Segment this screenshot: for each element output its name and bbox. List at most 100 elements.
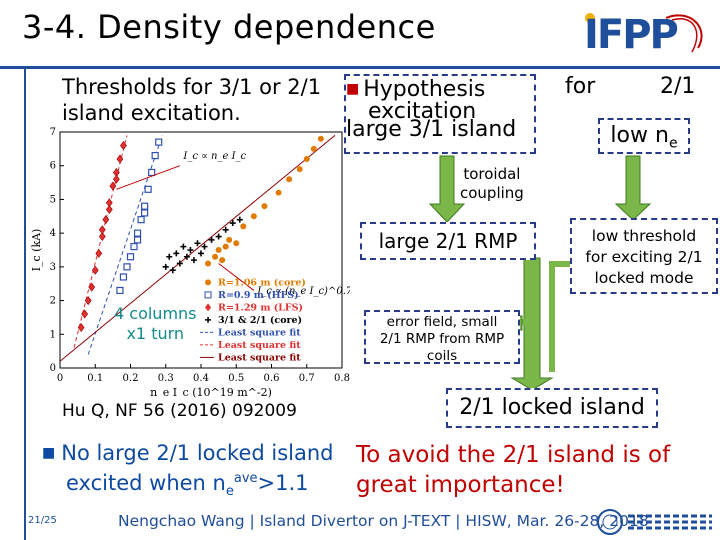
avoid-line-1: To avoid the 2/1 island is of (356, 442, 671, 468)
no-large-superscript: ave (233, 471, 258, 486)
low-threshold-line-1: low threshold (591, 227, 697, 245)
data-point (219, 257, 226, 264)
no-large-line-2-suffix: >1.1 (257, 471, 309, 495)
toroidal-line-1: toroidal (463, 165, 521, 183)
university-seal (596, 508, 716, 536)
data-point (198, 250, 204, 257)
toroidal-line-2: coupling (460, 184, 524, 202)
data-point (98, 225, 106, 235)
legend-entry: R=1.29 m (LFS) (218, 302, 303, 313)
logo-text: IFPP (584, 12, 679, 58)
data-point (194, 240, 201, 247)
x-axis-label: n_e I_c (10^19 m^-2) (150, 386, 272, 398)
data-point (95, 248, 103, 258)
y-tick-label: 2 (50, 296, 56, 307)
low-ne-text: low n (610, 123, 669, 148)
no-large-line-1: No large 2/1 locked island (61, 441, 334, 465)
data-point (98, 232, 106, 242)
data-point (148, 168, 156, 177)
data-point (77, 323, 85, 333)
y-tick-label: 0 (50, 363, 56, 374)
legend-entry: R=0.9 m (HFS) (218, 290, 299, 301)
annotation-lower-arrow (218, 263, 255, 291)
y-axis-label: I_c (kA) (30, 229, 43, 272)
reference-citation: Hu Q, NF 56 (2016) 092009 (62, 401, 297, 421)
data-point (226, 236, 233, 243)
footer-text: Nengchao Wang | Island Divertor on J-TEX… (118, 512, 649, 530)
error-line-3: coils (426, 348, 458, 364)
data-point (84, 296, 92, 306)
thresholds-line-1: Thresholds for 3/1 or 2/1 (62, 75, 322, 99)
annotation-upper: I_c ∝ n_e I_c (182, 151, 246, 162)
data-point (140, 202, 149, 210)
legend-entry: 3/1 & 2/1 (core) (218, 315, 302, 326)
data-point (91, 265, 99, 275)
thresholds-text: Thresholds for 3/1 or 2/1 island excitat… (62, 74, 342, 126)
page-number: 21/25 (28, 515, 57, 526)
avoid-line-2: great importance! (356, 472, 565, 498)
university-seal-graphic (597, 509, 712, 535)
legend-entry: Least square fit (218, 352, 301, 363)
page-title: 3-4. Density dependence (22, 8, 436, 46)
data-point (261, 203, 268, 210)
two-one-label: 2/1 (660, 74, 696, 99)
legend-marker (205, 303, 212, 312)
data-point (180, 243, 187, 250)
thresholds-line-2: island excitation. (62, 101, 241, 125)
data-point (137, 216, 145, 224)
y-tick-label: 3 (50, 262, 56, 273)
x-tick-label: 0.4 (193, 373, 209, 384)
data-point (229, 220, 236, 227)
data-point (116, 154, 124, 164)
data-point (105, 205, 113, 215)
data-point (236, 216, 243, 223)
data-point (140, 209, 149, 217)
excitation-label: excitation (368, 99, 477, 124)
large-31-island: large 3/1 island (346, 117, 517, 142)
columns-note: 4 columns x1 turn (114, 304, 197, 344)
x-tick-label: 0.1 (87, 373, 103, 384)
data-point (303, 155, 310, 162)
legend-marker (204, 291, 212, 299)
error-line-1: error field, small (386, 314, 498, 330)
ifpp-logo-graphic (582, 13, 708, 54)
avoid-island-statement: To avoid the 2/1 island is of great impo… (356, 440, 696, 500)
left-divider (24, 66, 26, 540)
low-threshold-line-3: locked mode (594, 269, 694, 287)
low-threshold-line-2: for exciting 2/1 (585, 248, 703, 266)
title-divider (0, 66, 720, 69)
data-point (166, 253, 173, 260)
columns-line-1: 4 columns (114, 304, 197, 323)
data-point (109, 181, 117, 191)
hypothesis-box: ■ Hypothesis excitation large 3/1 island (344, 74, 536, 154)
y-tick-label: 1 (50, 329, 56, 340)
y-tick-label: 7 (50, 127, 56, 138)
data-point (317, 135, 324, 142)
data-point (155, 138, 163, 146)
data-point (123, 263, 131, 271)
data-point (133, 229, 142, 237)
data-point (176, 260, 183, 267)
fit-line-core (59, 134, 336, 362)
x-tick-label: 0 (57, 373, 63, 384)
square-bullet-icon: ■ (42, 445, 56, 461)
data-point (286, 176, 293, 183)
for-word: for (565, 74, 596, 99)
y-tick-label: 6 (50, 161, 56, 172)
annotation-upper-arrow (116, 165, 181, 190)
no-large-line-2-prefix: excited when n (66, 471, 226, 495)
low-ne-box: low ne (598, 118, 690, 154)
data-point (119, 273, 128, 281)
plot-frame (59, 131, 343, 369)
y-tick-label: 5 (50, 194, 56, 205)
error-field-box: error field, small 2/1 RMP from RMP coil… (364, 310, 520, 364)
data-point (190, 257, 197, 264)
data-point (113, 174, 120, 184)
data-point (133, 236, 142, 244)
y-tick-label: 4 (50, 228, 56, 239)
data-point (173, 250, 180, 257)
data-point (222, 226, 229, 233)
locked-island-box: 2/1 locked island (446, 388, 658, 428)
arrow-down-low-ne (614, 155, 652, 221)
